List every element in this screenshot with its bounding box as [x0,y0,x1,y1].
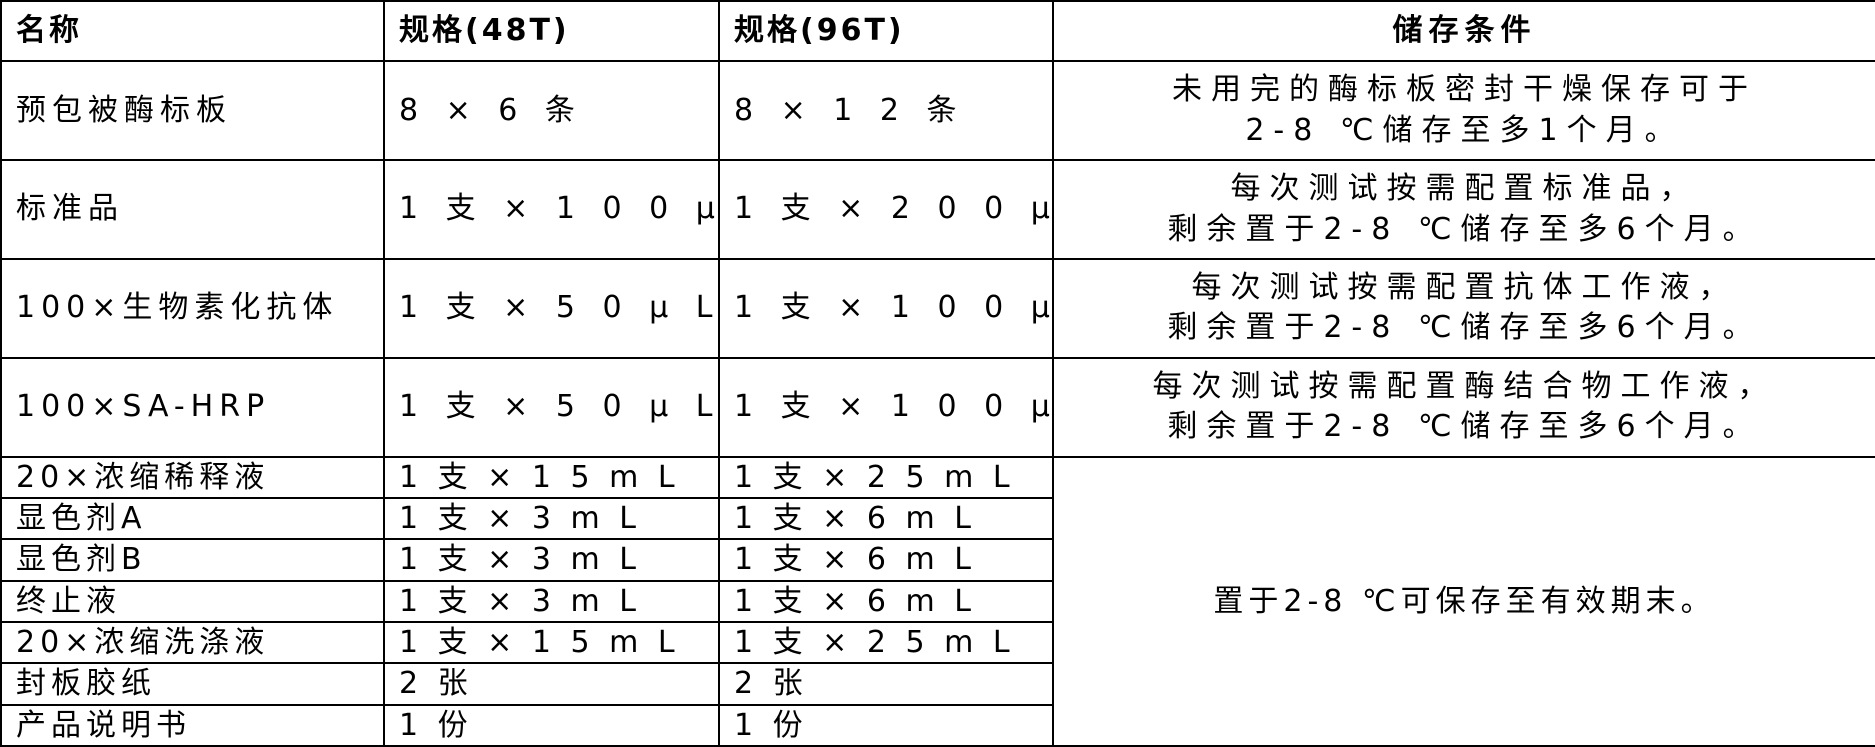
spec-96t: 1 支 × 2 5 m L [718,455,1054,499]
storage-line: 剩余置于2-8 ℃储存至多6个月。 [1167,211,1762,247]
storage-line: 每次测试按需配置酶结合物工作液， [1152,368,1777,404]
spec-96t: 1 支 × 1 0 0 μ L [718,356,1054,458]
spec-48t: 8 × 6 条 [383,60,720,162]
header-row: 名称 规格(48T) 规格(96T) 储存条件 [0,0,1875,63]
storage-condition: 每次测试按需配置标准品， 剩余置于2-8 ℃储存至多6个月。 [1052,159,1875,261]
component-name: 显色剂A [0,496,385,541]
spec-96t: 1 支 × 1 0 0 μ L [718,258,1054,359]
storage-condition: 每次测试按需配置酶结合物工作液， 剩余置于2-8 ℃储存至多6个月。 [1052,356,1875,458]
storage-line: 每次测试按需配置抗体工作液， [1191,269,1738,305]
spec-96t: 1 支 × 6 m L [718,579,1054,623]
storage-line: 2-8 ℃储存至多1个月。 [1245,112,1684,148]
component-name: 显色剂B [0,538,385,582]
spec-96t: 2 张 [718,662,1054,706]
spec-48t: 1 支 × 3 m L [383,579,720,623]
spec-48t: 1 支 × 3 m L [383,496,720,541]
component-name: 100×生物素化抗体 [0,258,385,359]
component-name: 标准品 [0,159,385,261]
spec-96t: 8 × 1 2 条 [718,60,1054,162]
component-name: 产品说明书 [0,703,385,747]
component-name: 预包被酶标板 [0,60,385,162]
spec-48t: 1 支 × 1 0 0 μ L [383,159,720,261]
component-name: 20×浓缩洗涤液 [0,620,385,665]
spec-96t: 1 支 × 6 m L [718,496,1054,541]
spec-48t: 1 支 × 1 5 m L [383,455,720,499]
spec-48t: 1 支 × 5 0 μ L [383,258,720,359]
spec-96t: 1 份 [718,703,1054,747]
spec-48t: 2 张 [383,662,720,706]
spec-96t: 1 支 × 6 m L [718,538,1054,582]
storage-condition: 每次测试按需配置抗体工作液， 剩余置于2-8 ℃储存至多6个月。 [1052,258,1875,359]
storage-line: 未用完的酶标板密封干燥保存可于 [1172,72,1757,108]
spec-96t: 1 支 × 2 5 m L [718,620,1054,665]
header-spec-48t: 规格(48T) [383,0,720,63]
spec-48t: 1 支 × 5 0 μ L [383,356,720,458]
storage-line: 每次测试按需配置标准品， [1230,171,1699,207]
spec-96t: 1 支 × 2 0 0 μ L [718,159,1054,261]
shared-storage-condition: 置于2-8 ℃可保存至有效期末。 [1052,455,1875,747]
storage-condition: 未用完的酶标板密封干燥保存可于 2-8 ℃储存至多1个月。 [1052,60,1875,162]
storage-line: 剩余置于2-8 ℃储存至多6个月。 [1167,310,1762,346]
spec-48t: 1 份 [383,703,720,747]
spec-48t: 1 支 × 1 5 m L [383,620,720,665]
spec-48t: 1 支 × 3 m L [383,538,720,582]
header-spec-96t: 规格(96T) [718,0,1054,63]
component-name: 100×SA-HRP [0,356,385,458]
header-name: 名称 [0,0,385,63]
storage-line: 剩余置于2-8 ℃储存至多6个月。 [1167,409,1762,445]
component-name: 封板胶纸 [0,662,385,706]
component-name: 终止液 [0,579,385,623]
component-name: 20×浓缩稀释液 [0,455,385,499]
header-storage: 储存条件 [1052,0,1875,63]
